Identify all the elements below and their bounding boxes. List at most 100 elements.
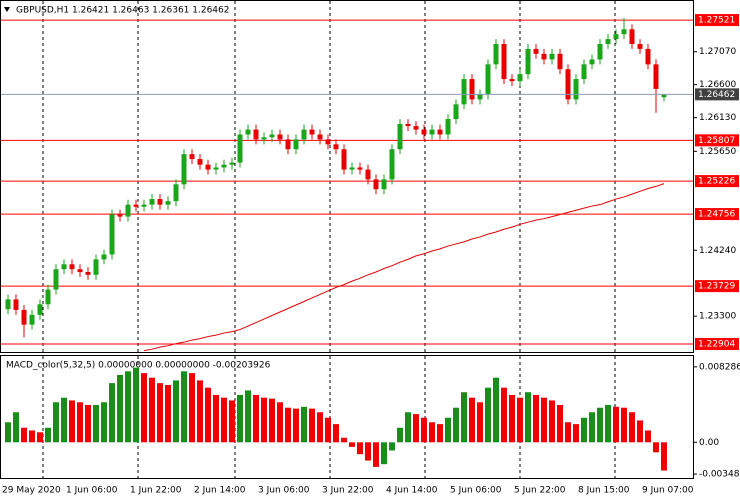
histogram-bar <box>557 404 563 443</box>
candle-body <box>69 264 75 270</box>
candle-body <box>77 269 83 273</box>
x-tick-label: 5 Jun 06:00 <box>450 486 502 496</box>
x-tick-label: 3 Jun 06:00 <box>258 486 310 496</box>
candle-body <box>653 64 659 89</box>
histogram-bar <box>69 400 75 443</box>
histogram-bar <box>109 383 115 443</box>
level-box <box>695 338 739 351</box>
x-tick-label: 5 Jun 22:00 <box>514 486 566 496</box>
candle-body <box>405 123 411 127</box>
moving-average <box>143 183 665 352</box>
level-label: 1.23729 <box>698 282 735 292</box>
candle-body <box>389 149 395 180</box>
histogram-bar <box>309 408 315 443</box>
macd-panel <box>0 355 694 479</box>
histogram-bar <box>21 427 27 443</box>
histogram-bar <box>397 427 403 443</box>
candle-body <box>293 139 299 150</box>
main-panel <box>0 0 694 353</box>
histogram-bar <box>149 377 155 443</box>
candle-body <box>37 304 43 315</box>
level-box <box>695 208 739 221</box>
candle-body <box>309 129 315 135</box>
histogram-bar <box>597 407 603 443</box>
y-tick-label: 0.00 <box>699 438 719 448</box>
candle-body <box>133 204 139 207</box>
candle-body <box>365 169 371 180</box>
histogram-bar <box>285 407 291 443</box>
histogram-bar <box>349 442 355 447</box>
x-tick-label: 9 Jun 07:00 <box>642 486 694 496</box>
candle-body <box>461 79 467 105</box>
level-box <box>695 134 739 147</box>
histogram-bar <box>653 442 659 453</box>
histogram-bar <box>621 407 627 443</box>
candle-body <box>509 79 515 82</box>
histogram-bar <box>37 432 43 443</box>
x-tick-label: 1 Jun 22:00 <box>130 486 182 496</box>
candle-body <box>253 129 259 140</box>
histogram-bar <box>61 397 67 443</box>
candle-body <box>325 139 331 145</box>
candle-body <box>237 134 243 163</box>
candle-body <box>189 154 195 160</box>
histogram-bar <box>181 371 187 443</box>
candle-body <box>501 43 507 80</box>
histogram-bar <box>469 397 475 443</box>
y-tick-label: 0.0082865 <box>699 362 740 372</box>
candle-body <box>373 179 379 190</box>
histogram-bar <box>389 442 395 451</box>
candle-body <box>181 154 187 185</box>
y-tick-label: 1.24240 <box>699 246 736 256</box>
current-price-box <box>695 88 739 101</box>
y-tick-label: -0.003488 <box>699 470 740 480</box>
candle-body <box>517 74 523 82</box>
candle-body <box>205 164 211 170</box>
candle-body <box>213 167 219 170</box>
histogram-bar <box>629 412 635 443</box>
histogram-bar <box>85 404 91 443</box>
histogram-bar <box>253 394 259 443</box>
level-box <box>695 14 739 27</box>
histogram-bar <box>173 380 179 443</box>
candle-body <box>533 48 539 54</box>
candle-body <box>421 129 427 135</box>
histogram-bar <box>637 420 643 443</box>
candle-body <box>5 299 11 310</box>
histogram-bar <box>325 417 331 443</box>
y-tick-label: 1.25650 <box>699 147 736 157</box>
candle-body <box>637 43 643 49</box>
histogram-bar <box>365 442 371 461</box>
histogram-bar <box>477 402 483 443</box>
candle-body <box>445 119 451 135</box>
candle-body <box>85 272 91 275</box>
histogram-bar <box>165 384 171 443</box>
histogram-bar <box>613 406 619 443</box>
chart-title: GBPUSD,H1 1.26421 1.26463 1.26361 1.2646… <box>16 6 229 16</box>
candle-body <box>453 104 459 120</box>
candle-body <box>301 129 307 140</box>
candle-body <box>573 79 579 100</box>
y-tick-label: 1.27070 <box>699 47 736 57</box>
candle-body <box>645 48 651 65</box>
candle-body <box>45 289 51 305</box>
histogram-bar <box>605 404 611 443</box>
histogram-bar <box>429 422 435 443</box>
y-tick-label: 1.23300 <box>699 312 736 322</box>
histogram-bar <box>501 387 507 443</box>
candle-body <box>557 53 563 70</box>
histogram-bar <box>645 430 651 443</box>
histogram-bar <box>565 422 571 443</box>
candle-body <box>605 39 611 44</box>
candle-body <box>485 64 491 95</box>
candle-body <box>125 204 131 217</box>
histogram-bar <box>189 373 195 443</box>
histogram-bar <box>125 371 131 443</box>
histogram-bar <box>133 367 139 443</box>
histogram-bar <box>373 442 379 467</box>
histogram-bar <box>573 424 579 443</box>
histogram-bar <box>277 402 283 443</box>
histogram-bar <box>77 402 83 443</box>
candle-body <box>317 134 323 140</box>
